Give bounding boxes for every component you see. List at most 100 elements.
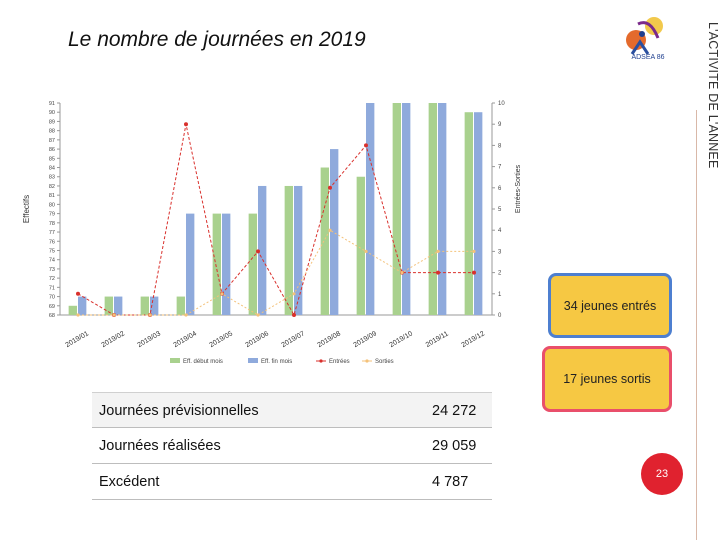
y2-tick-label: 7 <box>498 165 502 171</box>
row-label: Journées réalisées <box>99 438 221 454</box>
bar-fin-mois <box>222 213 231 315</box>
entrees-point <box>328 185 332 190</box>
bar-debut-mois <box>392 103 401 315</box>
y-tick-label: 78 <box>49 221 55 227</box>
legend-swatch <box>248 358 258 363</box>
y2-tick-label: 4 <box>498 228 502 234</box>
y2-tick-label: 2 <box>498 271 502 277</box>
entrees-point <box>184 122 188 127</box>
y-tick-label: 85 <box>49 156 55 162</box>
y-tick-label: 83 <box>49 175 55 181</box>
sorties-point <box>112 313 116 317</box>
sorties-point <box>328 228 332 232</box>
bar-fin-mois <box>474 112 483 315</box>
y-tick-label: 73 <box>49 267 55 273</box>
sorties-point <box>256 313 260 317</box>
slide-title: Le nombre de journées en 2019 <box>68 28 366 51</box>
legend-marker <box>319 359 323 363</box>
x-tick-label: 2019/12 <box>461 330 487 349</box>
bar-fin-mois <box>330 149 339 315</box>
bar-fin-mois <box>78 296 87 315</box>
bar-debut-mois <box>284 185 293 315</box>
bar-debut-mois <box>464 112 473 315</box>
y2-tick-label: 1 <box>498 292 502 298</box>
x-tick-label: 2019/06 <box>245 330 271 349</box>
bar-debut-mois <box>356 176 365 315</box>
y2-tick-label: 0 <box>498 313 502 319</box>
sorties-point <box>436 249 440 253</box>
sorties-point <box>220 292 224 296</box>
y-tick-label: 76 <box>49 239 55 245</box>
y-tick-label: 88 <box>49 129 55 135</box>
y-tick-label: 90 <box>49 110 55 116</box>
bar-debut-mois <box>320 167 329 315</box>
bar-debut-mois <box>176 296 185 315</box>
bar-fin-mois <box>402 103 411 315</box>
x-tick-label: 2019/05 <box>209 330 235 349</box>
logo-text: ADSEA 86 <box>631 54 665 61</box>
row-value: 4 787 <box>432 474 469 490</box>
x-tick-label: 2019/03 <box>137 330 163 349</box>
y-tick-label: 89 <box>49 119 55 125</box>
legend-label: Eff. début mois <box>183 359 223 365</box>
y-axis-title: Effectifs <box>22 195 31 223</box>
y2-tick-label: 10 <box>498 101 505 107</box>
y-tick-label: 80 <box>49 202 55 208</box>
x-tick-label: 2019/02 <box>101 330 127 349</box>
sorties-point <box>148 313 152 317</box>
y-tick-label: 71 <box>49 285 55 291</box>
sorties-point <box>76 313 80 317</box>
row-value: 24 272 <box>432 403 477 419</box>
sorties-point <box>472 249 476 253</box>
x-tick-label: 2019/08 <box>317 330 343 349</box>
table-row: Journées réalisées 29 059 <box>92 428 492 464</box>
bar-fin-mois <box>294 185 303 315</box>
sorties-point <box>364 249 368 253</box>
row-label: Excédent <box>99 474 160 490</box>
sorties-point <box>184 313 188 317</box>
entrees-point <box>292 313 296 317</box>
sorties-point <box>292 292 296 296</box>
bar-fin-mois <box>114 296 123 315</box>
entries-callout: 34 jeunes entrés <box>548 273 672 338</box>
bar-fin-mois <box>438 103 447 315</box>
bar-debut-mois <box>68 305 77 315</box>
y2-tick-label: 5 <box>498 207 502 213</box>
x-tick-label: 2019/07 <box>281 330 307 349</box>
bar-fin-mois <box>150 296 159 315</box>
exits-callout: 17 jeunes sortis <box>542 346 672 412</box>
bar-debut-mois <box>212 213 221 315</box>
bar-debut-mois <box>248 213 257 315</box>
sorties-point <box>400 271 404 275</box>
legend-marker <box>365 359 369 363</box>
x-tick-label: 2019/01 <box>65 330 91 349</box>
x-tick-label: 2019/11 <box>425 330 450 349</box>
y-tick-label: 69 <box>49 304 55 310</box>
x-tick-label: 2019/04 <box>173 330 199 349</box>
entrees-point <box>436 270 440 275</box>
y2-axis-title: Entrées-Sorties <box>515 164 522 213</box>
y-tick-label: 82 <box>49 184 55 190</box>
adsea-logo <box>626 17 663 55</box>
entrees-point <box>364 143 368 148</box>
summary-table: Journées prévisionnelles 24 272 Journées… <box>92 392 492 500</box>
y-tick-label: 87 <box>49 138 55 144</box>
bar-fin-mois <box>186 213 195 315</box>
y-tick-label: 86 <box>49 147 55 153</box>
table-row: Excédent 4 787 <box>92 464 492 500</box>
section-side-label: L'ACTIVITE DE L'ANNEE <box>706 22 720 169</box>
y2-tick-label: 8 <box>498 143 502 149</box>
legend-label: Sorties <box>375 359 394 365</box>
bar-debut-mois <box>140 296 149 315</box>
y-tick-label: 74 <box>49 258 55 264</box>
entrees-line <box>77 124 474 317</box>
y-tick-label: 79 <box>49 212 55 218</box>
table-row: Journées prévisionnelles 24 272 <box>92 392 492 428</box>
x-tick-label: 2019/10 <box>389 330 415 349</box>
row-label: Journées prévisionnelles <box>99 403 259 419</box>
y-tick-label: 81 <box>49 193 55 199</box>
entrees-point <box>256 249 260 254</box>
bar-fin-mois <box>258 185 267 315</box>
entrees-point <box>76 291 80 296</box>
bar-debut-mois <box>428 103 437 315</box>
